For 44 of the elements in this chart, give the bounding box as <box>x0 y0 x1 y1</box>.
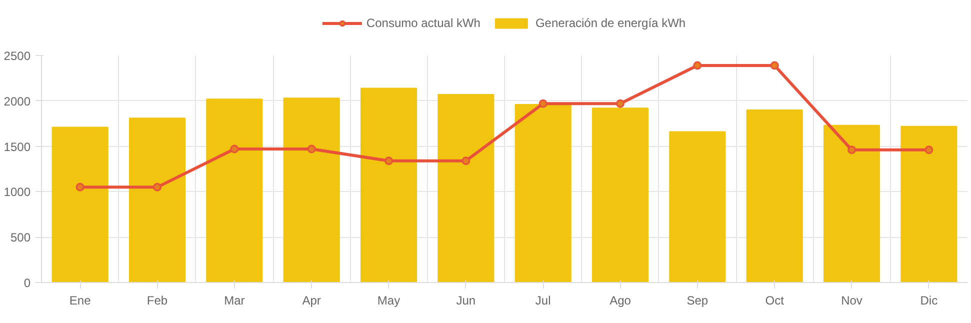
point <box>462 156 470 166</box>
bar <box>52 126 108 282</box>
bar <box>514 104 572 282</box>
bar <box>206 98 263 282</box>
point <box>76 182 84 192</box>
x-tick-label: Jun <box>456 294 476 308</box>
bar <box>283 98 340 282</box>
x-tick-label: Mar <box>224 294 245 308</box>
bar <box>360 88 418 282</box>
bar <box>592 108 649 282</box>
x-tick-label: Jul <box>535 294 551 308</box>
point <box>770 61 779 70</box>
point <box>230 144 239 154</box>
y-tick-label: 0 <box>24 276 31 290</box>
point <box>307 144 316 154</box>
x-tick-label: Feb <box>146 294 168 308</box>
point <box>616 99 624 108</box>
bar <box>438 94 494 282</box>
y-tick-label: 1500 <box>4 140 31 154</box>
x-tick-label: Ago <box>610 294 632 308</box>
x-tick-label: Ene <box>69 294 92 308</box>
bar <box>900 126 958 282</box>
legend-label: Generación de energía kWh <box>535 16 686 30</box>
x-tick-label: Dic <box>920 294 938 308</box>
legend-label: Consumo actual kWh <box>366 16 480 30</box>
point <box>384 156 393 166</box>
bar <box>128 118 186 282</box>
bar <box>669 131 726 282</box>
y-tick-label: 500 <box>10 230 31 245</box>
point <box>538 99 548 108</box>
bar <box>746 109 803 282</box>
x-tick-label: Sep <box>686 294 708 308</box>
x-tick-label: Oct <box>765 294 785 308</box>
x-tick-label: May <box>377 294 400 308</box>
point <box>693 61 702 70</box>
y-tick-label: 2000 <box>4 94 31 108</box>
point <box>924 146 934 154</box>
point <box>153 182 162 192</box>
y-tick-label: 1000 <box>4 185 31 200</box>
y-tick-label: 2500 <box>4 49 31 63</box>
bar <box>823 124 880 282</box>
x-tick-label: Nov <box>841 294 862 308</box>
point <box>848 146 856 154</box>
x-tick-label: Apr <box>302 294 321 308</box>
